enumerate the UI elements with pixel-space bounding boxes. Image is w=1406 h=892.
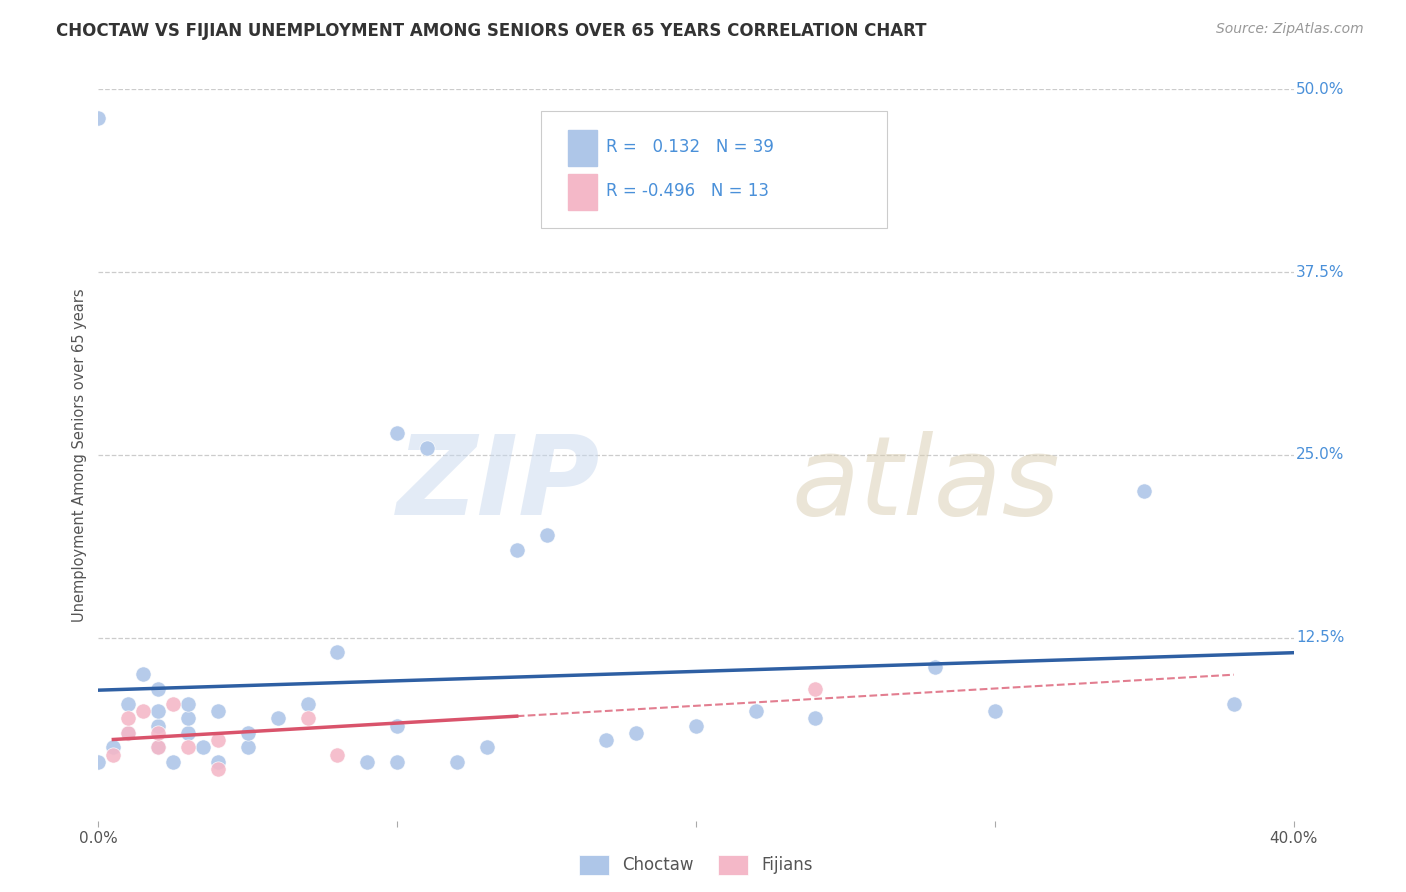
Text: ZIP: ZIP bbox=[396, 431, 600, 538]
Point bbox=[506, 543, 529, 558]
Point bbox=[356, 755, 378, 769]
Point bbox=[297, 711, 319, 725]
Point bbox=[191, 740, 214, 755]
Point bbox=[595, 733, 617, 747]
FancyBboxPatch shape bbox=[568, 130, 596, 166]
FancyBboxPatch shape bbox=[568, 174, 596, 210]
Point bbox=[207, 704, 229, 718]
Text: 37.5%: 37.5% bbox=[1296, 265, 1344, 279]
FancyBboxPatch shape bbox=[540, 112, 887, 228]
Point bbox=[162, 697, 184, 711]
Point bbox=[148, 681, 170, 696]
Point bbox=[148, 740, 170, 755]
Point bbox=[148, 726, 170, 740]
Point bbox=[177, 711, 200, 725]
Point bbox=[132, 704, 155, 718]
Point bbox=[624, 726, 647, 740]
Point bbox=[207, 733, 229, 747]
Y-axis label: Unemployment Among Seniors over 65 years: Unemployment Among Seniors over 65 years bbox=[72, 288, 87, 622]
Text: Source: ZipAtlas.com: Source: ZipAtlas.com bbox=[1216, 22, 1364, 37]
Point bbox=[1133, 484, 1156, 499]
Point bbox=[148, 740, 170, 755]
Point bbox=[236, 726, 259, 740]
Text: atlas: atlas bbox=[792, 431, 1060, 538]
Point bbox=[177, 726, 200, 740]
Point bbox=[117, 726, 139, 740]
Point bbox=[1223, 697, 1246, 711]
Point bbox=[117, 726, 139, 740]
Point bbox=[267, 711, 290, 725]
Point bbox=[87, 755, 110, 769]
Point bbox=[385, 718, 409, 732]
Point bbox=[685, 718, 707, 732]
Point bbox=[983, 704, 1005, 718]
Point bbox=[385, 425, 409, 440]
Point bbox=[297, 697, 319, 711]
Point bbox=[148, 718, 170, 732]
Point bbox=[416, 441, 439, 455]
Point bbox=[924, 660, 946, 674]
Point bbox=[103, 740, 125, 755]
Text: 12.5%: 12.5% bbox=[1296, 631, 1344, 645]
Point bbox=[87, 112, 110, 126]
Text: 50.0%: 50.0% bbox=[1296, 82, 1344, 96]
Point bbox=[804, 681, 827, 696]
Text: R =   0.132   N = 39: R = 0.132 N = 39 bbox=[606, 138, 775, 156]
Point bbox=[117, 711, 139, 725]
Point bbox=[326, 747, 349, 762]
Point bbox=[117, 697, 139, 711]
Point bbox=[177, 740, 200, 755]
Point bbox=[446, 755, 468, 769]
Point bbox=[177, 697, 200, 711]
Point bbox=[804, 711, 827, 725]
Legend: Choctaw, Fijians: Choctaw, Fijians bbox=[572, 848, 820, 882]
Point bbox=[745, 704, 768, 718]
Point bbox=[207, 763, 229, 777]
Text: CHOCTAW VS FIJIAN UNEMPLOYMENT AMONG SENIORS OVER 65 YEARS CORRELATION CHART: CHOCTAW VS FIJIAN UNEMPLOYMENT AMONG SEN… bbox=[56, 22, 927, 40]
Point bbox=[385, 755, 409, 769]
Point bbox=[236, 740, 259, 755]
Point bbox=[536, 528, 558, 542]
Point bbox=[132, 667, 155, 681]
Point bbox=[326, 645, 349, 659]
Point bbox=[162, 755, 184, 769]
Text: R = -0.496   N = 13: R = -0.496 N = 13 bbox=[606, 182, 769, 200]
Text: 25.0%: 25.0% bbox=[1296, 448, 1344, 462]
Point bbox=[475, 740, 498, 755]
Point bbox=[207, 755, 229, 769]
Point bbox=[148, 704, 170, 718]
Point bbox=[103, 747, 125, 762]
